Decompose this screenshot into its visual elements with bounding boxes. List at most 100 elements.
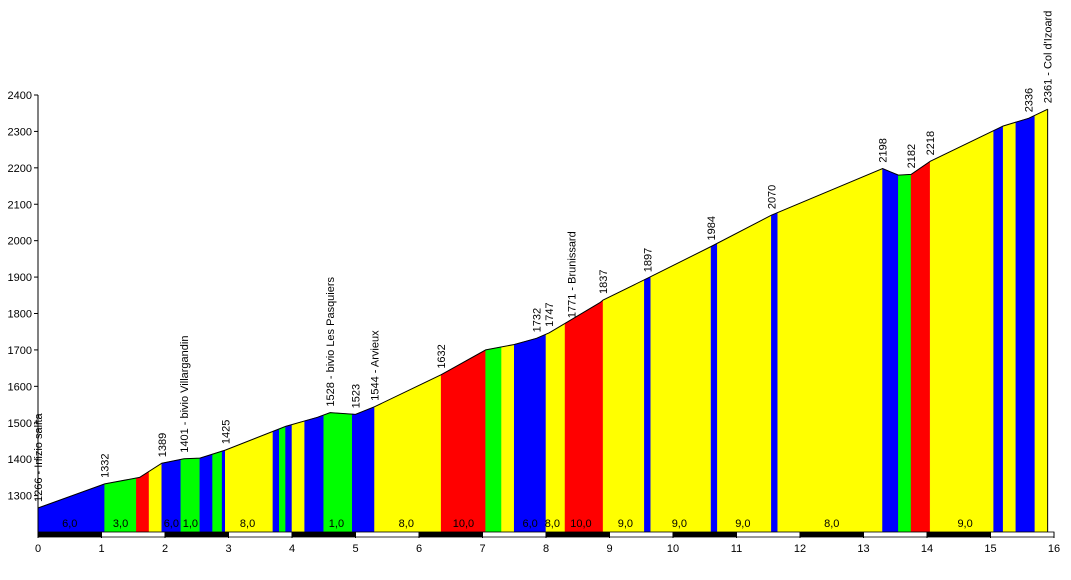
y-tick-label: 2300 xyxy=(8,126,32,138)
altitude-annotation: 1897 xyxy=(643,248,655,272)
altitude-annotation: 1389 xyxy=(157,433,169,457)
x-tick-label: 15 xyxy=(984,543,996,555)
x-tick-label: 10 xyxy=(667,543,679,555)
profile-segment-8 xyxy=(221,449,226,533)
profile-segment-28 xyxy=(717,214,772,533)
y-tick-label: 1900 xyxy=(8,272,32,284)
altitude-annotation: 1544 - Arvieux xyxy=(370,330,382,401)
profile-segment-10 xyxy=(272,428,280,533)
gradient-label: 8,0 xyxy=(240,518,255,530)
altitude-annotation: 2070 xyxy=(766,185,778,209)
altitude-annotation: 1632 xyxy=(436,344,448,368)
altitude-annotation: 1523 xyxy=(350,384,362,408)
x-tick-label: 11 xyxy=(731,543,742,555)
profile-segment-3 xyxy=(148,462,163,533)
altitude-annotation: 2182 xyxy=(906,144,918,168)
y-tick-label: 1700 xyxy=(8,345,32,357)
altitude-annotation: 2336 xyxy=(1024,88,1036,112)
gradient-label: 10,0 xyxy=(453,518,474,530)
gradient-label: 6,0 xyxy=(164,518,179,530)
x-axis-km-block xyxy=(546,532,610,537)
profile-line xyxy=(37,108,1048,509)
profile-segment-20 xyxy=(501,344,515,533)
profile-segment-17 xyxy=(374,374,442,533)
profile-segment-26 xyxy=(650,246,712,533)
x-tick-label: 2 xyxy=(162,543,168,555)
x-axis-km-block xyxy=(292,532,356,537)
profile-segment-31 xyxy=(882,168,899,533)
profile-segment-35 xyxy=(993,125,1004,533)
profile-segment-21 xyxy=(513,333,547,533)
profile-segment-24 xyxy=(602,279,645,533)
x-axis-km-block xyxy=(800,532,864,537)
profile-segment-27 xyxy=(710,242,718,533)
altitude-annotation: 1732 xyxy=(531,308,543,332)
x-tick-label: 3 xyxy=(225,543,231,555)
gradient-label: 9,0 xyxy=(618,518,633,530)
y-tick-label: 2000 xyxy=(8,236,32,248)
profile-segment-23 xyxy=(564,299,604,533)
profile-segment-33 xyxy=(910,160,931,533)
profile-segment-25 xyxy=(644,276,652,533)
gradient-label: 10,0 xyxy=(570,518,591,530)
profile-segment-36 xyxy=(1002,121,1017,533)
profile-segment-15 xyxy=(323,412,353,533)
y-tick-label: 1500 xyxy=(8,418,32,430)
gradient-label: 1,0 xyxy=(183,518,198,530)
x-tick-label: 9 xyxy=(606,543,612,555)
x-tick-label: 16 xyxy=(1048,543,1060,555)
x-tick-label: 6 xyxy=(416,543,422,555)
gradient-segments xyxy=(37,108,1049,533)
profile-segment-38 xyxy=(1034,108,1049,533)
x-tick-label: 4 xyxy=(289,543,295,555)
altitude-annotation: 1332 xyxy=(100,453,112,477)
altitude-annotation: 2218 xyxy=(925,131,937,155)
profile-segment-32 xyxy=(898,174,912,533)
x-tick-label: 5 xyxy=(352,543,358,555)
profile-segment-29 xyxy=(771,212,779,533)
gradient-labels: 6,0 3,0 6,0 1,0 8,0 1,0 8,0 10,0 6,0 8,0 10,0 9,0 9,… xyxy=(62,518,973,530)
gradient-label: 9,0 xyxy=(735,518,750,530)
gradient-label: 6,0 xyxy=(522,518,537,530)
profile-segment-13 xyxy=(291,420,305,533)
altitude-annotation: 1837 xyxy=(598,269,610,293)
altitude-annotation: 2198 xyxy=(878,138,890,162)
altitude-annotation: 1528 - bivio Les Pasquiers xyxy=(325,276,337,406)
gradient-label: 6,0 xyxy=(62,518,77,530)
profile-segment-2 xyxy=(136,470,150,533)
x-tick-label: 1 xyxy=(98,543,104,555)
x-tick-label: 7 xyxy=(479,543,485,555)
profile-segment-11 xyxy=(279,425,286,533)
gradient-label: 3,0 xyxy=(113,518,128,530)
x-tick-label: 12 xyxy=(794,543,806,555)
profile-segment-12 xyxy=(285,424,293,533)
profile-segment-37 xyxy=(1015,114,1036,533)
y-tick-label: 2200 xyxy=(8,163,32,175)
profile-segment-19 xyxy=(485,346,502,533)
profile-segment-34 xyxy=(929,130,995,533)
x-axis-km-block xyxy=(165,532,229,537)
profile-segment-30 xyxy=(777,168,883,533)
y-tick-label: 1400 xyxy=(8,454,32,466)
gradient-label: 8,0 xyxy=(824,518,839,530)
profile-outline xyxy=(37,108,1049,532)
gradient-label: 8,0 xyxy=(545,518,560,530)
axes: 0 1 2 3 4 5 6 7 8 9 10 11 12 13 14 15 161300140015001600… xyxy=(8,90,1061,555)
gradient-label: 1,0 xyxy=(329,518,344,530)
gradient-label: 9,0 xyxy=(957,518,972,530)
x-tick-label: 14 xyxy=(921,543,933,555)
y-tick-label: 1300 xyxy=(8,491,32,503)
x-tick-label: 8 xyxy=(543,543,549,555)
gradient-label: 9,0 xyxy=(672,518,687,530)
x-axis-km-block xyxy=(927,532,991,537)
y-tick-label: 2400 xyxy=(8,90,32,102)
altitude-annotation: 1984 xyxy=(706,216,718,240)
x-tick-label: 0 xyxy=(35,543,41,555)
profile-segment-22 xyxy=(545,322,566,533)
gradient-label: 8,0 xyxy=(399,518,414,530)
x-axis-km-block xyxy=(38,532,102,537)
altitude-annotation: 1425 xyxy=(220,420,232,444)
profile-segment-14 xyxy=(304,414,325,533)
altitude-annotation: 2361 - Col d'Izoard xyxy=(1043,11,1055,104)
